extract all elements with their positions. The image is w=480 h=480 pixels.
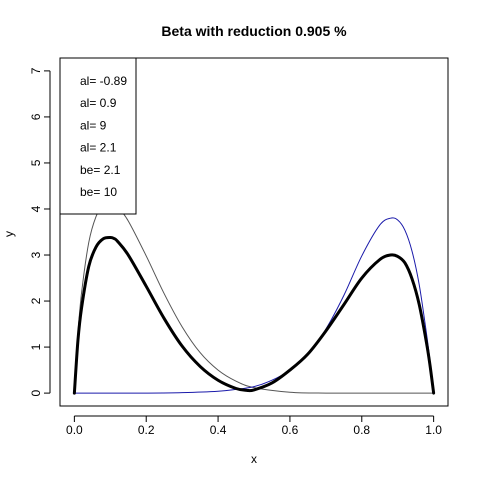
y-tick-label: 6 [29,113,43,120]
legend-entry: al= 0.9 [80,96,117,110]
y-tick-label: 7 [29,67,43,74]
y-axis-label: y [2,231,16,237]
y-tick-label: 2 [29,297,43,304]
chart-title: Beta with reduction 0.905 % [161,23,347,39]
legend-entry: al= 9 [80,118,107,132]
x-axis: 0.0 0.2 0.4 0.6 0.8 1.0 [66,415,442,437]
x-tick-label: 0.8 [353,423,370,437]
x-axis-label: x [251,452,257,466]
legend-entry: al= 2.1 [80,141,117,155]
series-layer [72,201,436,395]
x-tick-label: 0.0 [66,423,83,437]
legend-box [59,57,137,215]
y-tick-label: 0 [29,389,43,396]
legend: al= -0.89 al= 0.9 al= 9 al= 2.1 be= 2.1 be= 1… [59,57,137,215]
series-line-2 [73,217,435,394]
legend-entry: be= 2.1 [80,163,121,177]
y-axis: 0 1 2 3 4 5 6 7 [29,67,51,396]
legend-entry: al= -0.89 [80,74,127,88]
x-tick-label: 1.0 [425,423,442,437]
y-tick-label: 5 [29,159,43,166]
legend-entry: be= 10 [80,185,117,199]
x-tick-label: 0.6 [282,423,299,437]
y-tick-label: 1 [29,343,43,350]
y-tick-label: 4 [29,205,43,212]
plot-frame [59,57,449,407]
series-line-1 [73,201,435,394]
x-tick-label: 0.2 [138,423,155,437]
x-tick-label: 0.4 [210,423,227,437]
y-tick-label: 3 [29,251,43,258]
series-line-3 [72,236,436,395]
